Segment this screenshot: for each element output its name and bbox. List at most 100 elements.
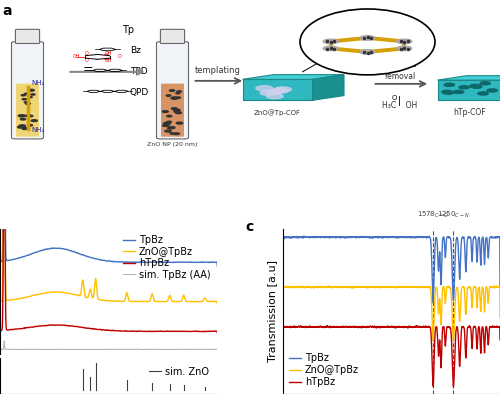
Circle shape	[260, 91, 277, 95]
Text: TPD: TPD	[130, 67, 148, 76]
hTpBz	[1, 82, 7, 87]
hTpBz	[8, 327, 14, 332]
Text: O: O	[118, 54, 122, 59]
Legend: TpBz, ZnO@TpBz, hTpBz, sim. TpBz (AA): TpBz, ZnO@TpBz, hTpBz, sim. TpBz (AA)	[122, 233, 212, 282]
Circle shape	[478, 92, 488, 95]
sim. TpBz (AA)	[1, 339, 7, 344]
ZnO@TpBz	[103, 298, 109, 303]
FancyBboxPatch shape	[16, 84, 39, 137]
Circle shape	[176, 112, 182, 113]
Line: ZnO@TpBz: ZnO@TpBz	[0, 0, 218, 304]
Text: O: O	[84, 51, 88, 56]
Text: 1578$_{C=O}$: 1578$_{C=O}$	[417, 210, 450, 220]
TpBz	[493, 235, 499, 240]
Circle shape	[28, 125, 32, 126]
sim. TpBz (AA)	[8, 347, 14, 352]
Circle shape	[487, 89, 498, 92]
Circle shape	[166, 121, 172, 123]
Text: OH: OH	[104, 51, 112, 56]
ZnO@TpBz	[304, 285, 310, 290]
ZnO@TpBz	[497, 315, 500, 320]
ZnO@TpBz	[493, 285, 499, 290]
Circle shape	[174, 133, 180, 135]
Text: =: =	[82, 63, 93, 76]
ZnO@TpBz	[168, 297, 174, 302]
Circle shape	[480, 82, 490, 85]
sim. TpBz (AA)	[0, 348, 3, 352]
Circle shape	[397, 46, 412, 51]
Text: template: template	[382, 60, 418, 69]
Circle shape	[174, 111, 179, 112]
Circle shape	[18, 126, 24, 128]
Circle shape	[323, 46, 338, 51]
Circle shape	[397, 39, 412, 44]
TpBz	[208, 260, 214, 264]
TpBz	[8, 258, 14, 262]
Circle shape	[24, 102, 28, 103]
Text: O: O	[84, 58, 88, 63]
Circle shape	[31, 94, 35, 95]
Circle shape	[256, 86, 272, 91]
Circle shape	[166, 95, 171, 96]
Circle shape	[22, 128, 26, 130]
Line: sim. TpBz (AA): sim. TpBz (AA)	[0, 341, 218, 350]
Circle shape	[18, 115, 25, 117]
sim. TpBz (AA)	[97, 347, 103, 352]
Polygon shape	[438, 80, 500, 100]
TpBz	[470, 254, 476, 258]
hTpBz	[103, 328, 109, 333]
Circle shape	[177, 91, 182, 92]
ZnO@TpBz	[214, 301, 220, 306]
Text: templating: templating	[194, 66, 240, 74]
Line: hTpBz: hTpBz	[282, 326, 500, 387]
hTpBz	[493, 325, 499, 329]
Circle shape	[470, 84, 480, 87]
ZnO@TpBz	[0, 301, 3, 306]
TpBz	[363, 234, 369, 239]
Line: TpBz: TpBz	[0, 0, 218, 266]
Circle shape	[172, 97, 177, 99]
Text: OH: OH	[104, 58, 112, 63]
hTpBz	[214, 331, 220, 335]
Polygon shape	[242, 79, 312, 100]
TpBz	[208, 260, 214, 264]
sim. TpBz (AA)	[214, 347, 220, 352]
TpBz	[430, 301, 436, 305]
Circle shape	[454, 90, 464, 93]
Circle shape	[168, 126, 175, 128]
Y-axis label: Transmission [a.u]: Transmission [a.u]	[267, 260, 277, 362]
ZnO@TpBz	[326, 284, 332, 288]
ZnO@TpBz	[280, 315, 285, 320]
Circle shape	[360, 36, 375, 40]
Circle shape	[164, 123, 170, 125]
TpBz	[301, 234, 307, 238]
Circle shape	[442, 90, 452, 93]
Polygon shape	[312, 74, 344, 100]
hTpBz	[414, 323, 420, 328]
TpBz	[497, 286, 500, 291]
Polygon shape	[242, 74, 344, 79]
Text: Tp: Tp	[122, 25, 134, 35]
Circle shape	[272, 88, 288, 93]
Legend: sim. ZnO: sim. ZnO	[145, 363, 212, 381]
Text: 1250$_{C-N}$: 1250$_{C-N}$	[437, 210, 470, 220]
Circle shape	[323, 39, 338, 44]
hTpBz	[0, 330, 3, 335]
FancyBboxPatch shape	[161, 84, 184, 137]
ZnO@TpBz	[450, 338, 456, 343]
Circle shape	[176, 93, 180, 94]
Polygon shape	[438, 76, 500, 80]
Circle shape	[165, 130, 171, 132]
hTpBz	[450, 384, 456, 389]
hTpBz	[304, 324, 310, 329]
Circle shape	[174, 109, 180, 111]
Circle shape	[168, 128, 172, 129]
Circle shape	[172, 108, 177, 110]
Circle shape	[360, 50, 375, 54]
ZnO@TpBz	[470, 301, 476, 305]
ZnO@TpBz	[208, 299, 214, 304]
Line: TpBz: TpBz	[282, 236, 500, 303]
TpBz	[318, 235, 324, 240]
Circle shape	[266, 94, 283, 99]
Circle shape	[171, 97, 178, 99]
